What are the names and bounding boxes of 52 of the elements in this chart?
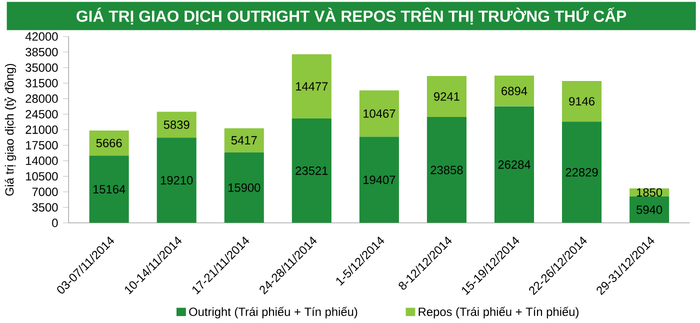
bar <box>292 54 332 118</box>
legend-label: Outright (Trái phiếu + Tín phiếu) <box>189 306 358 318</box>
y-axis-title: Giá trị giao dịch (tỷ đồng) <box>4 64 16 196</box>
data-label: 9241 <box>434 92 460 101</box>
bar <box>359 136 399 223</box>
bar <box>494 106 534 223</box>
data-label: 5666 <box>96 138 122 148</box>
data-label: 22829 <box>566 168 598 176</box>
y-tick-label: 31500 <box>26 78 58 88</box>
y-tick-label: 14000 <box>26 156 58 165</box>
bar <box>426 116 466 223</box>
y-tick-label: 17500 <box>26 140 58 150</box>
y-tick-label: 3500 <box>32 203 58 212</box>
data-label: 1850 <box>636 188 662 197</box>
y-tick-label: 38500 <box>26 48 58 56</box>
data-label: 23858 <box>430 166 463 174</box>
data-label: 10467 <box>364 109 396 118</box>
chart-title: GIÁ TRỊ GIAO DỊCH OUTRIGHT VÀ REPOS TRÊN THỊ TRƯỜNG THỨ CẤP <box>76 7 626 24</box>
data-label: 9146 <box>569 97 594 106</box>
bar <box>630 196 670 223</box>
data-label: 5839 <box>164 120 190 129</box>
bar <box>89 156 129 223</box>
y-tick-label: 10500 <box>26 172 58 180</box>
bar <box>494 76 534 106</box>
data-label: 5940 <box>636 205 662 214</box>
bar <box>89 130 129 156</box>
bar <box>224 128 264 152</box>
data-label: 14477 <box>296 82 328 90</box>
legend-label: Repos (Trái phiếu + Tín phiếu) <box>418 306 578 318</box>
y-tick-label: 28000 <box>26 94 58 103</box>
y-tick-label: 24500 <box>26 110 58 118</box>
data-label: 15900 <box>228 183 260 192</box>
bar <box>156 112 196 138</box>
data-label: 6894 <box>502 86 528 96</box>
y-tick-label: 42000 <box>25 32 58 41</box>
data-label: 19407 <box>364 176 396 184</box>
bar <box>224 152 264 223</box>
bar <box>292 118 332 223</box>
data-label: 23521 <box>296 166 328 175</box>
bar <box>562 122 602 223</box>
y-tick-label: 7000 <box>32 188 58 196</box>
y-tick-label: 35000 <box>26 63 58 72</box>
data-label: 19210 <box>160 176 193 184</box>
bar <box>156 138 196 223</box>
data-label: 5417 <box>231 136 257 144</box>
y-tick-label: 0 <box>52 218 58 228</box>
bar <box>562 80 602 122</box>
y-tick-label: 21000 <box>26 125 58 134</box>
bar <box>426 76 466 117</box>
data-label: 26284 <box>498 160 530 169</box>
bar <box>359 90 399 137</box>
data-label: 15164 <box>93 184 126 194</box>
